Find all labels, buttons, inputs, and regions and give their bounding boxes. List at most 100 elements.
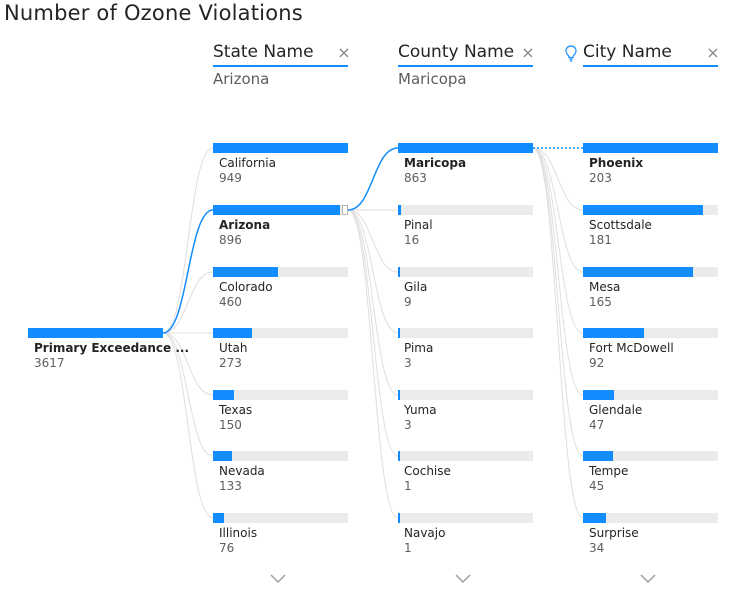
tree-node[interactable]: Scottsdale 181: [583, 205, 718, 255]
bar-track: [213, 451, 348, 461]
tree-node[interactable]: Pima 3: [398, 328, 533, 378]
tree-link: [162, 332, 214, 396]
bar: [213, 390, 234, 400]
tree-link: [347, 209, 399, 396]
bar: [213, 267, 278, 277]
bar: [213, 143, 348, 153]
bar-track: [398, 513, 533, 523]
node-value: 133: [219, 479, 242, 493]
node-value: 76: [219, 541, 235, 555]
tree-node[interactable]: Surprise 34: [583, 513, 718, 563]
tree-link: [347, 209, 399, 334]
bar: [398, 513, 400, 523]
tree-node[interactable]: Mesa 165: [583, 267, 718, 317]
bar: [583, 143, 718, 153]
tree-node[interactable]: Navajo 1: [398, 513, 533, 563]
tree-node[interactable]: Texas 150: [213, 390, 348, 440]
node-label: Navajo: [404, 526, 446, 540]
node-value: 47: [589, 418, 605, 432]
tree-node[interactable]: Illinois 76: [213, 513, 348, 563]
column-selected-state: Arizona: [213, 70, 270, 88]
bar-track: [583, 328, 718, 338]
bar-track: [583, 513, 718, 523]
bar-track: [398, 390, 533, 400]
bar-track: [213, 328, 348, 338]
chevron-down-icon[interactable]: [638, 572, 658, 586]
bar: [213, 328, 252, 338]
tree-node[interactable]: Fort McDowell 92: [583, 328, 718, 378]
expand-handle[interactable]: [342, 205, 348, 215]
column-name-city: City Name: [583, 42, 672, 62]
tree-node[interactable]: Nevada 133: [213, 451, 348, 501]
node-label: Cochise: [404, 464, 451, 478]
bar: [213, 205, 340, 215]
tree-node[interactable]: California 949: [213, 143, 348, 193]
node-value: 150: [219, 418, 242, 432]
node-label: Yuma: [404, 403, 437, 417]
bar: [398, 451, 400, 461]
column-header-state[interactable]: State Name Arizona: [213, 41, 348, 88]
node-value: 1: [404, 541, 412, 555]
node-value: 203: [589, 171, 612, 185]
tree-node[interactable]: Phoenix 203: [583, 143, 718, 193]
node-value: 3: [404, 418, 412, 432]
node-value: 45: [589, 479, 605, 493]
close-icon[interactable]: ×: [706, 43, 720, 62]
node-value: 16: [404, 233, 420, 247]
tree-node[interactable]: Pinal 16: [398, 205, 533, 255]
tree-link-selected: [347, 147, 399, 211]
column-header-county[interactable]: County Name Maricopa: [398, 41, 533, 88]
node-label: Glendale: [589, 403, 643, 417]
tree-node[interactable]: Tempe 45: [583, 451, 718, 501]
node-value: 165: [589, 295, 612, 309]
node-value: 181: [589, 233, 612, 247]
tree-node[interactable]: Arizona 896: [213, 205, 348, 255]
column-name-state: State Name: [213, 42, 314, 62]
node-value: 1: [404, 479, 412, 493]
tree-node[interactable]: Cochise 1: [398, 451, 533, 501]
tree-node[interactable]: Utah 273: [213, 328, 348, 378]
chevron-down-icon[interactable]: [453, 572, 473, 586]
tree-link: [532, 147, 584, 211]
node-label: Utah: [219, 341, 248, 355]
bar-track: [583, 451, 718, 461]
lightbulb-icon[interactable]: [565, 45, 577, 62]
node-label: Pima: [404, 341, 434, 355]
tree-node[interactable]: Yuma 3: [398, 390, 533, 440]
bar: [398, 390, 400, 400]
root-node[interactable]: Primary Exceedance ... 3617: [28, 328, 189, 378]
tree-node[interactable]: Maricopa 863: [398, 143, 533, 193]
node-label: Phoenix: [589, 156, 644, 170]
close-icon[interactable]: ×: [521, 43, 535, 62]
node-label: Maricopa: [404, 156, 467, 170]
node-value: 9: [404, 295, 412, 309]
tree-node[interactable]: Glendale 47: [583, 390, 718, 440]
node-label: Texas: [219, 403, 253, 417]
bar-track: [398, 451, 533, 461]
column-header-city[interactable]: City Name: [583, 41, 718, 67]
node-label: Fort McDowell: [589, 341, 674, 355]
node-value: 34: [589, 541, 605, 555]
node-value: 863: [404, 171, 427, 185]
column-underline: [583, 65, 718, 67]
root-bar: [28, 328, 163, 338]
tree-node[interactable]: Gila 9: [398, 267, 533, 317]
column-name-county: County Name: [398, 42, 515, 62]
tree-link: [347, 209, 399, 273]
root-label: Primary Exceedance ...: [34, 341, 190, 355]
node-value: 92: [589, 356, 605, 370]
tree-node[interactable]: Colorado 460: [213, 267, 348, 317]
bar-track: [213, 267, 348, 277]
tree-link: [532, 147, 584, 334]
close-icon[interactable]: ×: [337, 43, 351, 62]
node-value: 460: [219, 295, 242, 309]
chevron-down-icon[interactable]: [268, 572, 288, 586]
tree-link: [162, 332, 214, 519]
bar: [583, 328, 644, 338]
node-label: Gila: [404, 280, 428, 294]
tree-link: [532, 147, 584, 457]
bar-track: [398, 267, 533, 277]
bar: [583, 513, 606, 523]
node-value: 896: [219, 233, 242, 247]
column-underline: [213, 65, 348, 67]
